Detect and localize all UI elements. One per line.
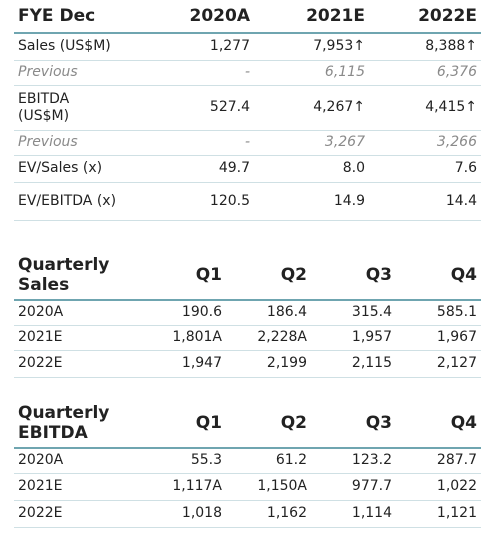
cell-value: 8,388↑ — [369, 33, 481, 61]
data-table: FYE Dec 2020A 2021E 2022E Sales (US$M) 1,277 7… — [14, 0, 481, 221]
cell-value: 14.4 — [369, 182, 481, 221]
cell-value: 49.7 — [154, 155, 254, 183]
cell-value: 3,266 — [369, 130, 481, 156]
column-header: Q2 — [226, 398, 311, 449]
column-header: Q4 — [396, 398, 481, 449]
column-header: 2021E — [254, 0, 369, 34]
cell-value: 4,267↑ — [254, 85, 369, 131]
table-row: EBITDA (US$M) 527.4 4,267↑ 4,415↑ — [14, 85, 481, 131]
column-header: Q3 — [311, 398, 396, 449]
cell-value: 315.4 — [311, 300, 396, 326]
cell-value: 6,115 — [254, 60, 369, 86]
data-table: Quarterly EBITDA Q1 Q2 Q3 Q4 2020A 55.3 61.2 123… — [14, 398, 481, 528]
cell-value: 3,267 — [254, 130, 369, 156]
row-label: EV/EBITDA (x) — [14, 182, 154, 221]
cell-value: 2,199 — [226, 350, 311, 378]
cell-value: 4,415↑ — [369, 85, 481, 131]
row-label: 2021E — [14, 473, 150, 501]
cell-value: 1,947 — [150, 350, 226, 378]
row-label: 2020A — [14, 300, 150, 326]
table-title: Quarterly EBITDA — [14, 398, 150, 449]
column-header: Q2 — [226, 250, 311, 301]
cell-value: 120.5 — [154, 182, 254, 221]
table-row: Previous -3,267 3,266 — [14, 130, 481, 156]
row-label: Previous — [14, 60, 154, 86]
cell-value: 55.3 — [150, 448, 226, 474]
cell-value: 7.6 — [369, 155, 481, 183]
cell-value: 7,953↑ — [254, 33, 369, 61]
table-row: Previous -6,115 6,376 — [14, 60, 481, 86]
cell-value: 2,127 — [396, 350, 481, 378]
data-table: Quarterly Sales Q1 Q2 Q3 Q4 2020A 190.6 186.4 31… — [14, 250, 481, 378]
cell-value: 2,115 — [311, 350, 396, 378]
cell-value: 287.7 — [396, 448, 481, 474]
cell-value: 2,228A — [226, 325, 311, 351]
table-title: FYE Dec — [14, 0, 154, 34]
cell-value: 1,121 — [396, 500, 481, 528]
cell-value: 1,150A — [226, 473, 311, 501]
table-row: 2021E 1,117A 1,150A 977.7 1,022 — [14, 473, 481, 501]
cell-value: - — [154, 60, 254, 86]
column-header: Q1 — [150, 398, 226, 449]
row-label: Sales (US$M) — [14, 33, 154, 61]
table-row: EV/EBITDA (x) 120.5 14.9 14.4 — [14, 182, 481, 221]
table-title: Quarterly Sales — [14, 250, 150, 301]
cell-value: 1,114 — [311, 500, 396, 528]
table-row: 2020A 55.3 61.2 123.2 287.7 — [14, 448, 481, 474]
row-label: 2021E — [14, 325, 150, 351]
cell-value: 1,967 — [396, 325, 481, 351]
row-label: 2022E — [14, 350, 150, 378]
cell-value: 6,376 — [369, 60, 481, 86]
cell-value: - — [154, 130, 254, 156]
row-label: 2020A — [14, 448, 150, 474]
cell-value: 1,957 — [311, 325, 396, 351]
cell-value: 190.6 — [150, 300, 226, 326]
cell-value: 14.9 — [254, 182, 369, 221]
cell-value: 123.2 — [311, 448, 396, 474]
cell-value: 1,117A — [150, 473, 226, 501]
cell-value: 1,801A — [150, 325, 226, 351]
cell-value: 585.1 — [396, 300, 481, 326]
header-row: FYE Dec 2020A 2021E 2022E — [14, 0, 481, 34]
column-header: 2022E — [369, 0, 481, 34]
table-row: 2021E 1,801A 2,228A 1,957 1,967 — [14, 325, 481, 351]
row-label: 2022E — [14, 500, 150, 528]
cell-value: 186.4 — [226, 300, 311, 326]
header-row: Quarterly EBITDA Q1 Q2 Q3 Q4 — [14, 398, 481, 449]
column-header: Q3 — [311, 250, 396, 301]
column-header: Q1 — [150, 250, 226, 301]
cell-value: 61.2 — [226, 448, 311, 474]
cell-value: 1,162 — [226, 500, 311, 528]
row-label: EV/Sales (x) — [14, 155, 154, 183]
cell-value: 8.0 — [254, 155, 369, 183]
cell-value: 977.7 — [311, 473, 396, 501]
table-row: 2022E 1,018 1,162 1,114 1,121 — [14, 500, 481, 528]
cell-value: 1,018 — [150, 500, 226, 528]
cell-value: 527.4 — [154, 85, 254, 131]
table-row: Sales (US$M) 1,277 7,953↑ 8,388↑ — [14, 33, 481, 61]
header-row: Quarterly Sales Q1 Q2 Q3 Q4 — [14, 250, 481, 301]
row-label: Previous — [14, 130, 154, 156]
cell-value: 1,277 — [154, 33, 254, 61]
table-row: 2022E 1,947 2,199 2,115 2,127 — [14, 350, 481, 378]
cell-value: 1,022 — [396, 473, 481, 501]
column-header: 2020A — [154, 0, 254, 34]
table-row: EV/Sales (x) 49.7 8.0 7.6 — [14, 155, 481, 183]
row-label: EBITDA (US$M) — [14, 85, 154, 131]
column-header: Q4 — [396, 250, 481, 301]
table-row: 2020A 190.6 186.4 315.4 585.1 — [14, 300, 481, 326]
